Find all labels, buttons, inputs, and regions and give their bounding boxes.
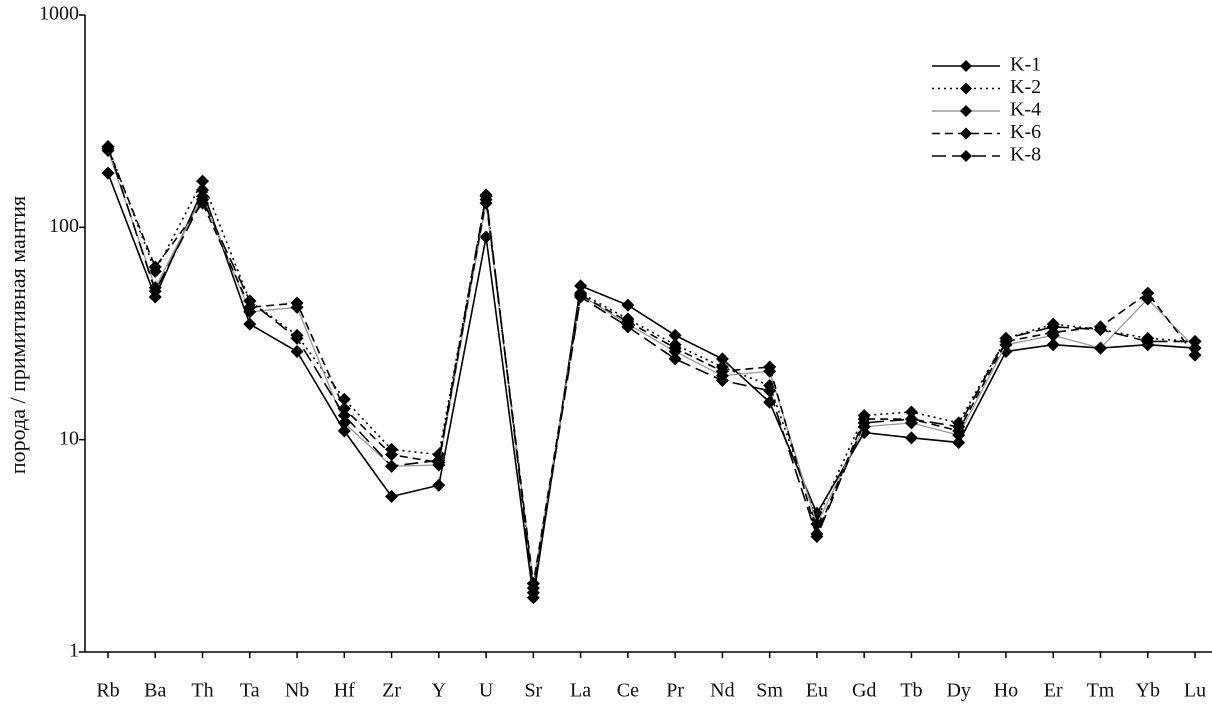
data-point	[952, 435, 966, 449]
data-point	[621, 320, 635, 334]
x-tick-label: Zr	[382, 680, 401, 702]
x-tick-label: Rb	[96, 680, 119, 702]
data-point	[810, 529, 824, 543]
data-point	[290, 345, 304, 359]
data-point	[526, 586, 540, 600]
y-tick-label: 10	[59, 427, 79, 449]
legend-marker	[960, 60, 972, 72]
data-point	[337, 392, 351, 406]
data-point	[479, 188, 493, 202]
data-point	[857, 416, 871, 430]
series-line	[107, 146, 1195, 593]
data-point	[196, 193, 210, 207]
series-line	[107, 146, 1196, 589]
x-tick-label: Pr	[666, 680, 684, 702]
data-point	[432, 478, 446, 492]
data-point	[1141, 286, 1155, 300]
data-point	[574, 290, 588, 304]
y-tick-label: 1000	[39, 3, 79, 25]
data-point	[715, 352, 729, 366]
data-point	[1046, 338, 1060, 352]
data-point	[574, 279, 588, 293]
data-point	[290, 331, 304, 345]
x-tick-label: Ba	[144, 680, 166, 702]
data-point	[196, 174, 210, 188]
data-point	[337, 408, 351, 422]
data-point	[904, 431, 918, 445]
x-tick-label: Tb	[900, 680, 922, 702]
x-tick-label: Y	[432, 680, 446, 702]
legend-marker	[960, 82, 972, 95]
data-point	[337, 424, 351, 438]
x-tick-label: Ce	[617, 680, 639, 702]
x-tick-label: Hf	[334, 680, 355, 702]
data-point	[290, 296, 304, 310]
x-tick-label: Yb	[1136, 680, 1160, 702]
data-point	[763, 384, 777, 398]
x-tick-label: Gd	[852, 680, 876, 702]
y-tick-label: 100	[49, 215, 79, 237]
data-point	[1093, 323, 1107, 337]
x-tick-label: Dy	[946, 680, 970, 702]
data-point	[621, 298, 635, 312]
x-tick-label: Eu	[806, 680, 828, 702]
data-point	[148, 260, 162, 274]
legend-marker	[960, 105, 972, 117]
data-point	[385, 489, 399, 503]
x-tick-label: Nd	[710, 680, 734, 702]
series-line	[107, 148, 1196, 584]
data-point	[101, 140, 115, 154]
data-point	[952, 420, 966, 434]
data-point	[715, 364, 729, 378]
legend-label: K-1	[1010, 54, 1041, 76]
y-axis-label: порода / примитивная мантия	[5, 196, 30, 474]
data-point	[668, 352, 682, 366]
data-point	[385, 448, 399, 462]
legend-marker	[960, 150, 972, 162]
legend-marker	[960, 127, 972, 140]
data-point	[148, 284, 162, 298]
legend-label: K-6	[1010, 121, 1041, 143]
legend-label: K-4	[1010, 99, 1041, 121]
y-tick-label: 1	[69, 640, 79, 662]
data-point	[1093, 341, 1107, 355]
data-point	[715, 373, 729, 387]
x-tick-label: Nb	[285, 680, 309, 702]
legend-label: K-8	[1010, 144, 1041, 166]
series-line	[107, 172, 1196, 598]
legend-label: K-2	[1010, 76, 1041, 98]
data-point	[432, 453, 446, 467]
data-point	[243, 317, 257, 331]
data-point	[904, 405, 918, 419]
x-tick-label: U	[479, 680, 494, 702]
data-point	[1141, 334, 1155, 348]
data-point	[1188, 334, 1202, 348]
x-tick-label: La	[570, 680, 591, 702]
x-tick-label: Er	[1044, 680, 1063, 702]
data-point	[101, 166, 115, 180]
x-tick-label: Ta	[240, 680, 260, 702]
data-point	[243, 294, 257, 308]
x-tick-label: Sm	[756, 680, 783, 702]
data-point	[668, 341, 682, 355]
data-point	[385, 459, 399, 473]
x-tick-label: Tm	[1087, 680, 1115, 702]
x-tick-label: Ho	[994, 680, 1018, 702]
data-point	[526, 577, 540, 591]
data-point	[1046, 320, 1060, 334]
data-point	[763, 360, 777, 374]
data-point	[1188, 348, 1202, 362]
series-line	[107, 150, 1196, 584]
data-point	[999, 331, 1013, 345]
data-point	[668, 328, 682, 342]
x-tick-label: Lu	[1184, 680, 1206, 702]
data-point	[904, 412, 918, 426]
x-tick-label: Th	[191, 680, 213, 702]
x-tick-label: Sr	[524, 680, 542, 702]
data-point	[337, 402, 351, 416]
